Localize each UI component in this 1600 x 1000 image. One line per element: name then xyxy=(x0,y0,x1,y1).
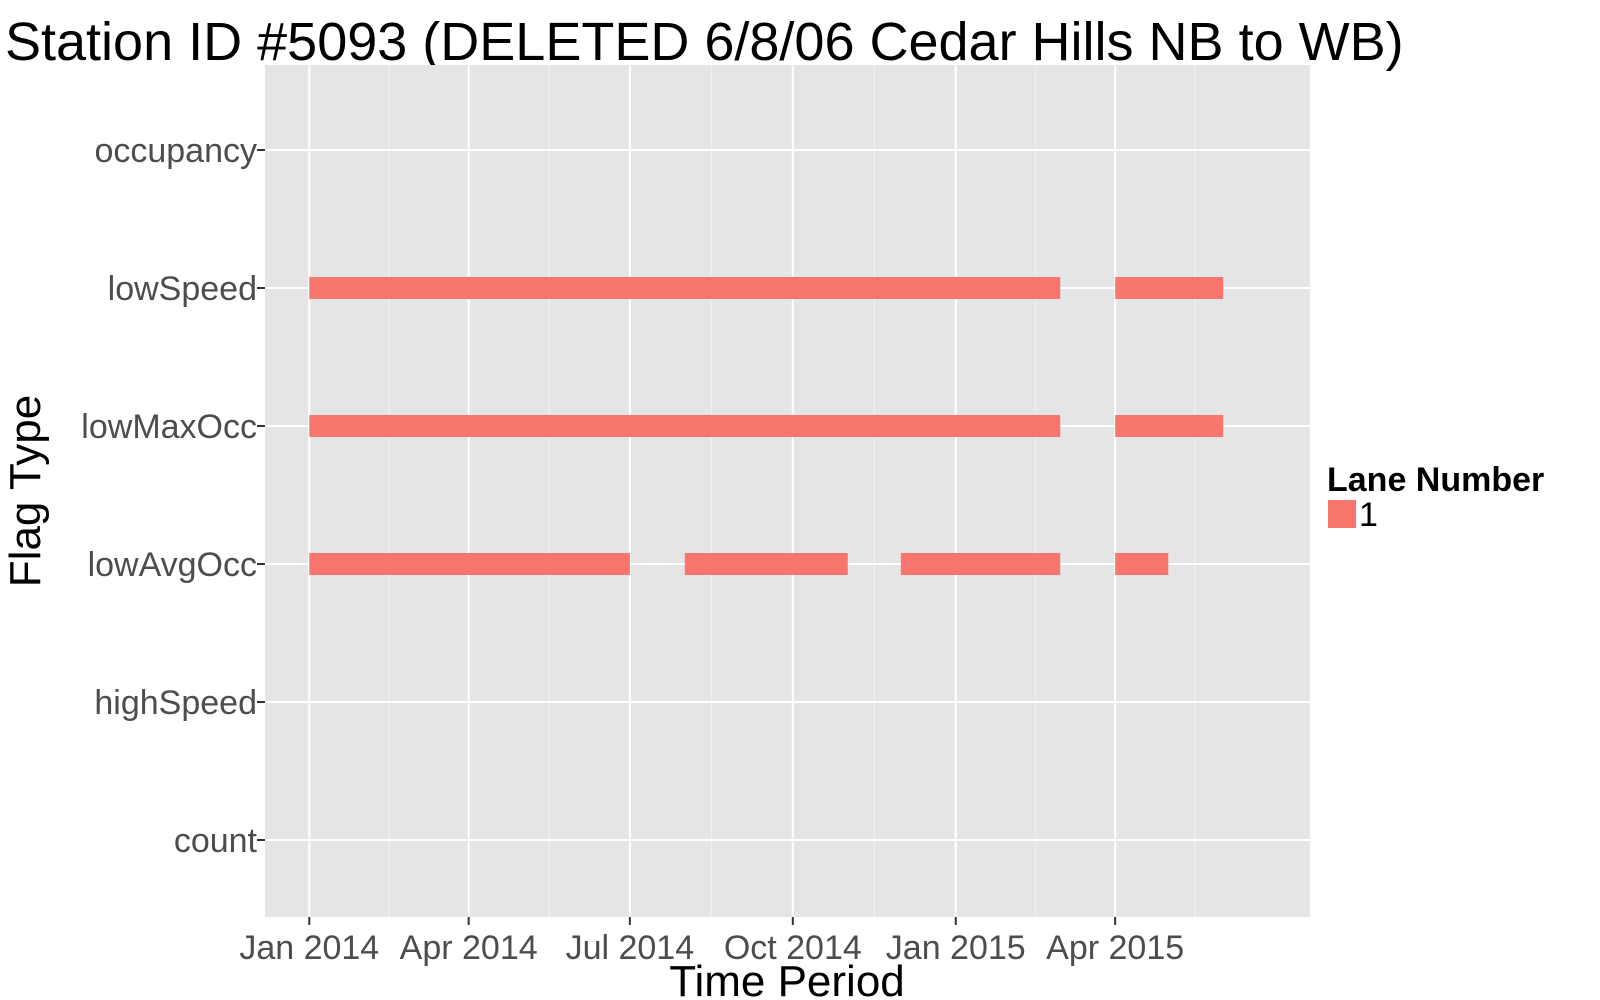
y-axis-title: Flag Type xyxy=(1,395,50,587)
y-tick-label: count xyxy=(174,822,258,860)
y-tick-label: lowAvgOcc xyxy=(88,546,257,584)
segment-lowAvgOcc xyxy=(900,553,1061,575)
x-tick-label: Apr 2014 xyxy=(400,929,538,967)
segment-lowAvgOcc xyxy=(684,553,848,575)
x-tick-label: Oct 2014 xyxy=(724,929,862,967)
legend-key-lane-1 xyxy=(1328,500,1356,528)
segment-lowAvgOcc xyxy=(309,553,630,575)
x-axis-title: Time Period xyxy=(669,957,905,1000)
segment-lowAvgOcc xyxy=(1115,553,1169,575)
y-tick-label: highSpeed xyxy=(94,684,257,722)
segment-lowSpeed xyxy=(1115,277,1224,299)
segment-lowMaxOcc xyxy=(309,415,1061,437)
segment-lowMaxOcc xyxy=(1115,415,1224,437)
x-tick-label: Jan 2015 xyxy=(886,929,1026,967)
legend: Lane Number 1 xyxy=(1327,461,1544,534)
legend-label-lane-1: 1 xyxy=(1359,496,1378,534)
x-tick-label: Jul 2014 xyxy=(566,929,695,967)
plot-panel xyxy=(265,65,1310,917)
chart-title: Station ID #5093 (DELETED 6/8/06 Cedar H… xyxy=(5,12,1404,72)
x-tick-label: Apr 2015 xyxy=(1046,929,1184,967)
y-tick-label: lowMaxOcc xyxy=(81,408,257,446)
segment-lowSpeed xyxy=(309,277,1061,299)
y-axis: occupancy lowSpeed lowMaxOcc lowAvgOcc highS… xyxy=(81,132,265,860)
y-tick-label: occupancy xyxy=(94,132,257,170)
legend-title: Lane Number xyxy=(1327,461,1544,499)
data-segments xyxy=(309,277,1224,575)
x-tick-label: Jan 2014 xyxy=(239,929,379,967)
y-tick-label: lowSpeed xyxy=(108,270,257,308)
x-axis: Jan 2014 Apr 2014 Jul 2014 Oct 2014 Jan 2015… xyxy=(239,917,1184,967)
